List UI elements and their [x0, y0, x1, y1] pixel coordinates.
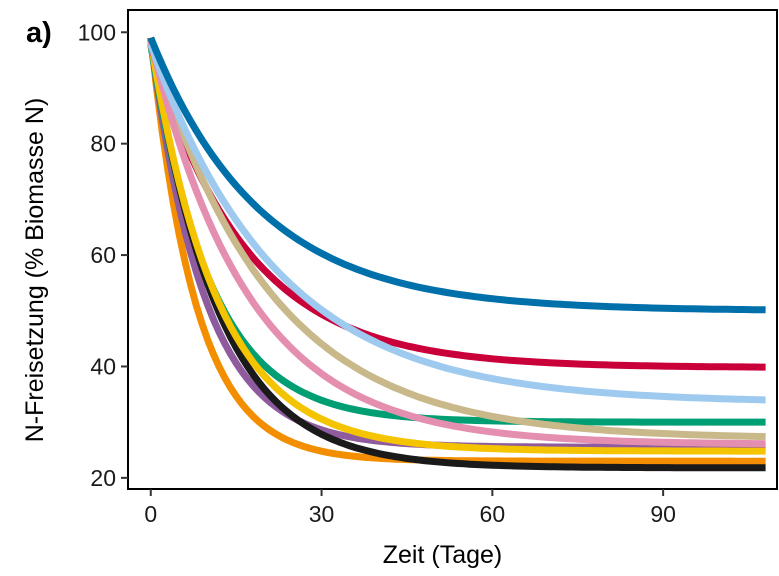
y-axis-title: N-Freisetzung (% Biomasse N)	[21, 98, 49, 443]
plot-frame	[127, 9, 778, 490]
y-axis-ticks: 20 40 60 80 100	[78, 19, 128, 491]
series-line-10	[147, 36, 766, 314]
y-tick-label: 100	[78, 19, 116, 45]
series-line-7	[147, 36, 766, 441]
x-tick-label: 0	[144, 501, 157, 527]
y-tick-label: 40	[90, 353, 116, 379]
series-line-3	[147, 43, 766, 426]
y-tick-label: 20	[90, 465, 116, 491]
x-tick-label: 60	[480, 501, 506, 527]
series-line-9	[147, 43, 766, 404]
series-line-6	[147, 43, 766, 371]
series-lines	[147, 36, 766, 472]
series-line-5	[147, 40, 766, 455]
x-axis-title: Zeit (Tage)	[383, 541, 502, 569]
series-line-8	[147, 40, 766, 448]
x-axis-ticks: 0 30 60 90	[144, 489, 676, 527]
panel-label: a)	[26, 17, 52, 49]
series-line-4	[147, 37, 766, 472]
y-tick-label: 80	[90, 131, 116, 157]
y-tick-label: 60	[90, 242, 116, 268]
x-tick-label: 30	[309, 501, 335, 527]
x-tick-label: 90	[650, 501, 676, 527]
